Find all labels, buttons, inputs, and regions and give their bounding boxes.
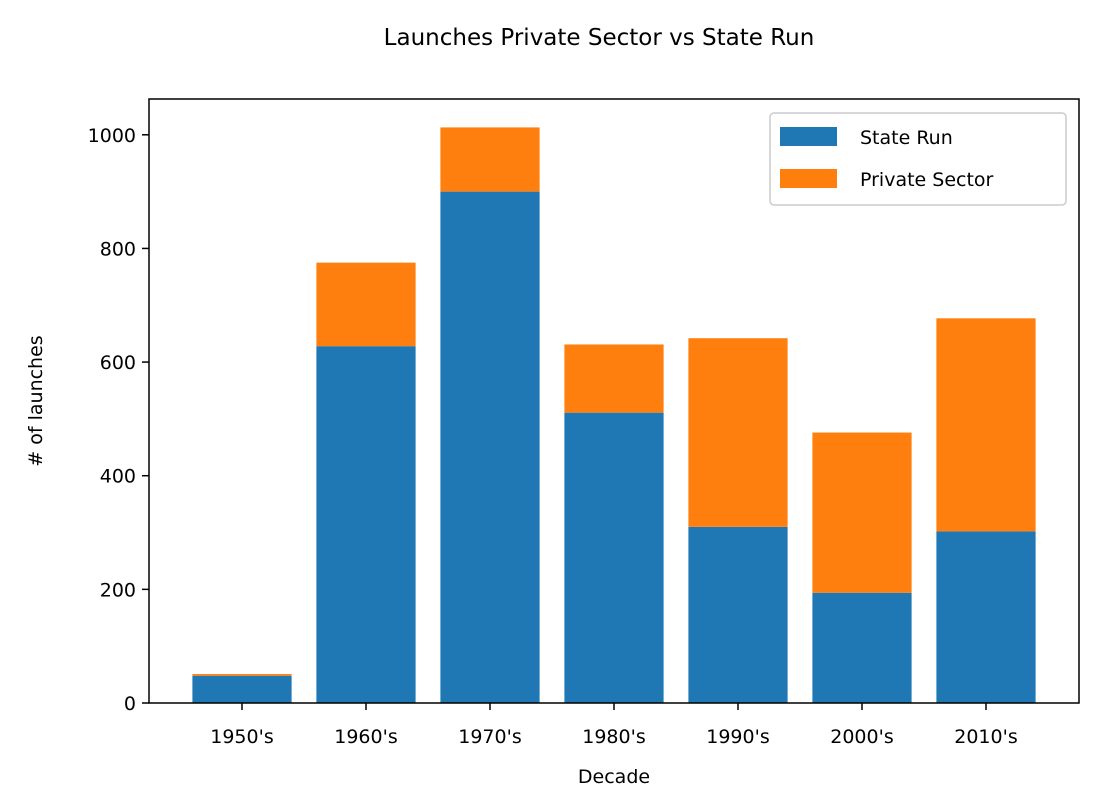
bar-state-run-5 xyxy=(812,592,912,703)
x-tick-label: 2000's xyxy=(830,726,893,748)
x-tick-label: 1980's xyxy=(582,726,645,748)
bar-private-sector-2 xyxy=(440,127,540,192)
bar-state-run-6 xyxy=(936,531,1036,703)
x-tick-label: 1960's xyxy=(334,726,397,748)
bars-layer xyxy=(192,127,1036,703)
bar-state-run-4 xyxy=(688,526,788,703)
bar-private-sector-5 xyxy=(812,432,912,593)
legend-label-0: State Run xyxy=(860,127,953,149)
x-tick-label: 2010's xyxy=(954,726,1017,748)
bar-private-sector-0 xyxy=(192,674,292,676)
legend-label-1: Private Sector xyxy=(860,169,994,191)
x-tick-label: 1990's xyxy=(706,726,769,748)
bar-state-run-1 xyxy=(316,346,416,703)
bar-state-run-0 xyxy=(192,675,292,703)
chart-title: Launches Private Sector vs State Run xyxy=(384,25,815,51)
y-axis-label: # of launches xyxy=(25,335,47,466)
legend-swatch-0 xyxy=(780,127,837,146)
y-tick-label: 600 xyxy=(100,352,136,374)
legend: State Run Private Sector xyxy=(769,112,1067,206)
bar-state-run-2 xyxy=(440,191,540,703)
y-tick-label: 0 xyxy=(124,693,136,715)
y-tick-label: 800 xyxy=(100,238,136,260)
bar-private-sector-3 xyxy=(564,344,664,413)
bar-state-run-3 xyxy=(564,412,664,703)
y-tick-label: 200 xyxy=(100,579,136,601)
bar-private-sector-1 xyxy=(316,262,416,347)
bar-private-sector-4 xyxy=(688,338,788,527)
bar-private-sector-6 xyxy=(936,318,1036,532)
legend-box xyxy=(769,112,1067,206)
y-axis: 0 200 400 600 800 1000 xyxy=(88,125,149,715)
x-tick-label: 1950's xyxy=(210,726,273,748)
y-tick-label: 1000 xyxy=(88,125,136,147)
legend-swatch-1 xyxy=(780,169,837,188)
x-tick-label: 1970's xyxy=(458,726,521,748)
x-axis-label: Decade xyxy=(578,766,650,788)
x-axis: 1950's 1960's 1970's 1980's 1990's 2000's 2010… xyxy=(210,703,1018,748)
y-tick-label: 400 xyxy=(100,466,136,488)
